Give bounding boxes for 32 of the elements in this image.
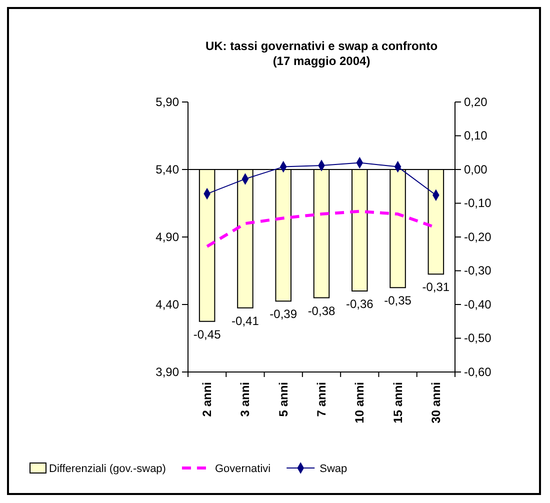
y-tick-label: 3,90 [156,364,180,379]
data-label: -0,45 [193,327,222,342]
y-tick-label: 4,90 [156,230,180,244]
x-tick-label: 10 anni [352,382,367,424]
x-tick-label: 15 anni [390,382,405,424]
y2-tick-label: -0,10 [464,196,492,210]
y2-tick-label: 0,20 [464,94,488,109]
data-label: -0,31 [422,280,450,294]
data-label: -0,35 [384,294,412,308]
chart-title: UK: tassi governativi e swap a confronto (17 maggio 2004) [205,39,438,68]
y-tick-label: 5,90 [156,94,180,109]
y2-tick-label: -0,20 [464,230,492,244]
x-tick-label: 7 anni [314,382,328,417]
x-tick-label: 30 anni [428,382,443,424]
y2-tick-label: 0,10 [464,128,488,143]
data-label: -0,36 [346,297,374,311]
legend-label: Governativi [214,463,271,475]
x-tick-label: 3 anni [238,382,252,417]
data-label: -0,39 [270,307,298,322]
x-tick-label: 5 anni [276,382,290,417]
y2-tick-label: 0,00 [464,162,488,176]
y-tick-label: 4,40 [156,297,180,312]
y2-tick-label: -0,60 [464,364,492,379]
y2-tick-label: -0,30 [464,264,492,278]
y2-tick-label: -0,40 [464,297,492,312]
x-tick-label: 2 anni [200,382,214,417]
data-label: -0,41 [232,314,260,328]
y2-tick-label: -0,50 [464,331,492,346]
legend-label: Swap [320,463,348,475]
legend-label: Differenziali (gov.-swap) [49,463,166,475]
y-tick-label: 5,40 [156,162,180,176]
data-label: -0,38 [308,304,336,318]
